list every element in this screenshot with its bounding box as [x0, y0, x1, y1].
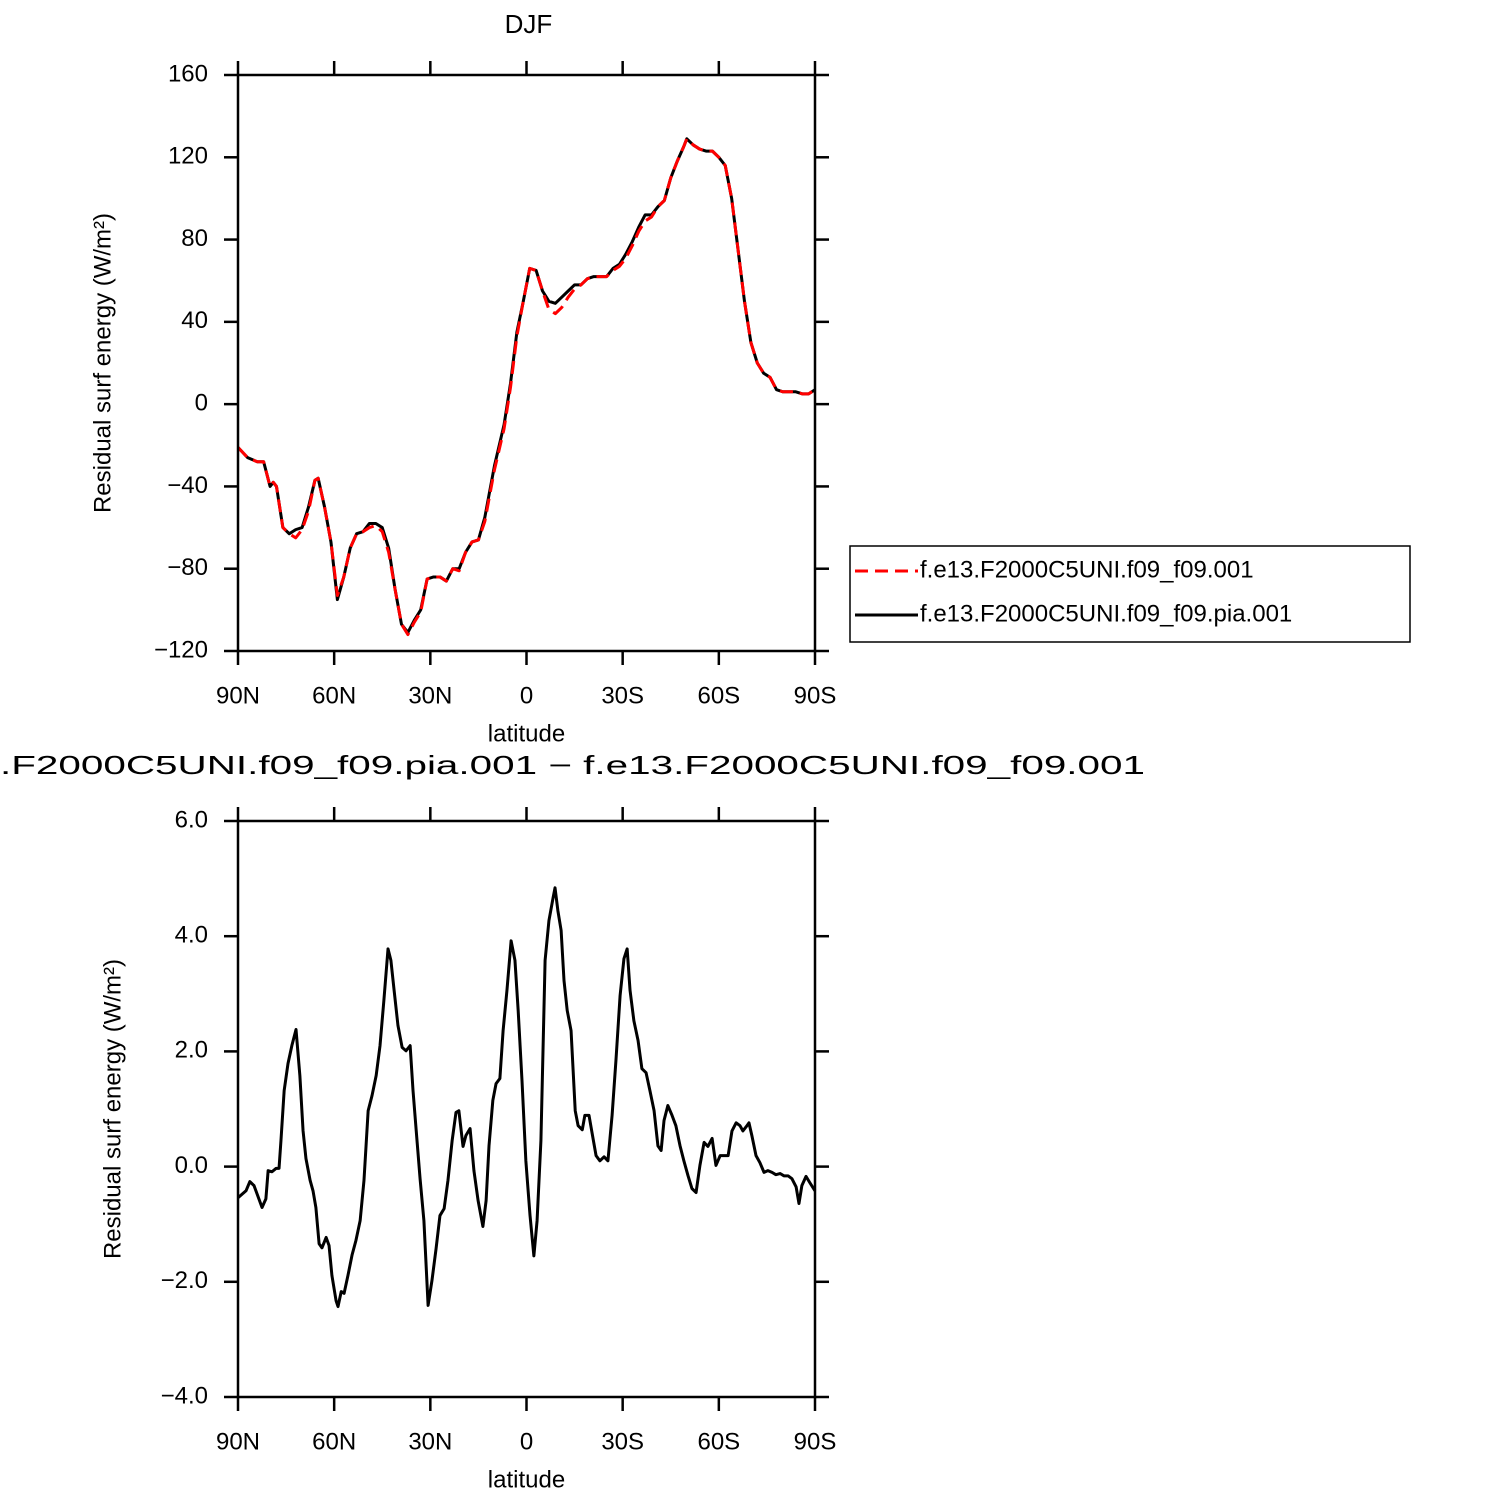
- legend-box: [849, 545, 1411, 643]
- x-tick-label: 90N: [216, 1428, 260, 1455]
- x-axis-label: latitude: [488, 1466, 565, 1493]
- x-tick-label: 60N: [312, 682, 356, 709]
- x-tick-label: 30S: [601, 1428, 644, 1455]
- x-tick-label: 30S: [601, 682, 644, 709]
- x-tick-label: 30N: [408, 682, 452, 709]
- y-tick-label: −40: [167, 472, 208, 499]
- chart-title: DJF: [505, 9, 553, 39]
- y-tick-label: −120: [154, 636, 208, 663]
- y-tick-label: 0: [195, 389, 208, 416]
- series-line: [237, 886, 817, 1309]
- x-tick-label: 60S: [697, 682, 740, 709]
- y-axis-label: Residual surf energy (W/m²): [99, 959, 126, 1259]
- y-tick-label: −2.0: [161, 1267, 208, 1294]
- legend-label: f.e13.F2000C5UNI.f09_f09.pia.001: [920, 600, 1292, 627]
- y-tick-label: 2.0: [175, 1037, 208, 1064]
- x-axis-label: latitude: [488, 720, 565, 747]
- series-line: [236, 137, 816, 637]
- x-tick-label: 0: [520, 682, 533, 709]
- y-tick-label: −4.0: [161, 1382, 208, 1409]
- plot-frame: [236, 73, 817, 653]
- x-tick-label: 60N: [312, 1428, 356, 1455]
- legend-label: f.e13.F2000C5UNI.f09_f09.001: [920, 556, 1254, 583]
- legend: f.e13.F2000C5UNI.f09_f09.001 f.e13.F2000C…: [849, 545, 1411, 643]
- x-tick-label: 30N: [408, 1428, 452, 1455]
- y-tick-label: 4.0: [175, 922, 208, 949]
- y-tick-label: 80: [181, 225, 208, 252]
- x-tick-label: 60S: [697, 1428, 740, 1455]
- x-tick-label: 0: [520, 1428, 533, 1455]
- y-tick-label: 120: [168, 143, 208, 170]
- y-axis-label: Residual surf energy (W/m²): [89, 213, 116, 513]
- x-tick-label: 90S: [794, 1428, 837, 1455]
- y-tick-label: 0.0: [175, 1152, 208, 1179]
- y-tick-label: −80: [167, 554, 208, 581]
- x-tick-label: 90N: [216, 682, 260, 709]
- y-tick-label: 40: [181, 307, 208, 334]
- y-tick-label: 160: [168, 60, 208, 87]
- chart-title: .F2000C5UNI.f09_f09.pia.001 − f.e13.F200…: [0, 750, 1145, 780]
- x-tick-label: 90S: [794, 682, 837, 709]
- series-line: [236, 137, 816, 634]
- y-tick-label: 6.0: [175, 806, 208, 833]
- plot-frame: [236, 819, 817, 1399]
